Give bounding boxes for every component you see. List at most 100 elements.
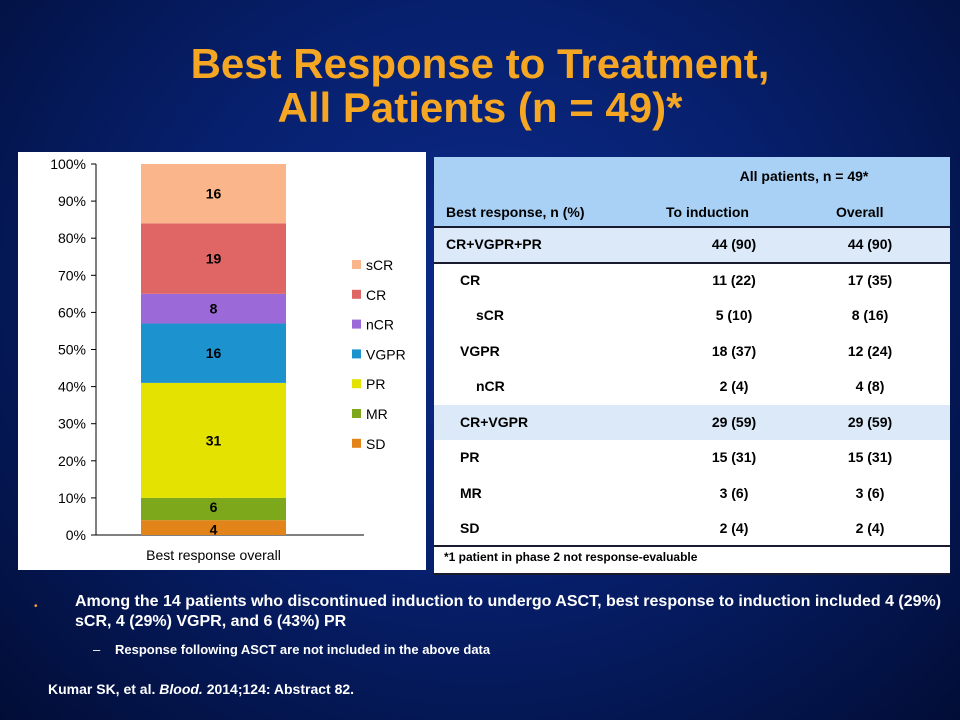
table-header: All patients, n = 49* Best response, n (… (434, 157, 950, 226)
legend-swatch-MR (352, 409, 361, 418)
stacked-bar-chart: 0% 10% 20% 30% 40% 50% 60% 70% 80% 90% 100% 4 6 31 16 8… (18, 152, 426, 570)
cell-induction: 11 (22) (712, 271, 756, 288)
bar-segment-MR (141, 497, 286, 521)
y-tick-label: 70% (58, 267, 86, 283)
data-label-VGPR: 16 (206, 345, 222, 361)
legend-label-sCR: sCR (366, 257, 393, 273)
cell-overall: 15 (31) (847, 449, 893, 465)
table-group-header: All patients, n = 49* (739, 168, 869, 184)
data-label-MR: 6 (210, 499, 218, 515)
legend-label-nCR: nCR (366, 317, 394, 333)
table-row: nCR 2 (4) 4 (8) (434, 369, 950, 404)
sub-bullet-text: Response following ASCT are not included… (115, 642, 491, 657)
cell-overall: 2 (4) (855, 520, 885, 536)
y-tick-label: 20% (58, 453, 86, 469)
data-label-CR: 19 (206, 251, 222, 267)
table-row: CR+VGPR+PR 44 (90) 44 (90) (434, 227, 950, 262)
citation-authors: Kumar SK, et al. (48, 681, 160, 697)
table-rule (434, 226, 950, 228)
data-label-PR: 31 (206, 432, 222, 448)
citation-journal: Blood. (159, 681, 203, 697)
table-row: CR 11 (22) 17 (35) (434, 263, 950, 298)
legend-swatch-sCR (352, 260, 361, 269)
bullet-text: Among the 14 patients who discontinued i… (75, 593, 942, 630)
title-line-1: Best Response to Treatment, (190, 40, 770, 87)
bar-segment-VGPR (141, 323, 286, 383)
y-tick-label: 0% (66, 527, 86, 543)
data-label-sCR: 16 (206, 186, 222, 202)
y-tick-label: 30% (58, 416, 86, 432)
y-tick-label: 60% (58, 304, 86, 320)
y-tick-label: 80% (58, 230, 86, 246)
cell-overall: 4 (8) (855, 378, 885, 394)
row-label: CR+VGPR+PR (446, 236, 542, 252)
legend-label-MR: MR (366, 406, 388, 422)
response-table: All patients, n = 49* Best response, n (… (434, 157, 950, 575)
bar-segment-SD (141, 520, 286, 535)
cell-overall: 8 (16) (851, 307, 889, 323)
y-tick-label: 90% (58, 193, 86, 209)
title-line-2: All Patients (n = 49)* (277, 84, 683, 131)
row-label: PR (460, 449, 480, 465)
y-tick-label: 50% (58, 342, 86, 358)
cell-overall: 17 (35) (847, 271, 893, 288)
y-tick-label: 100% (50, 156, 86, 172)
bar-segment-nCR (141, 293, 286, 324)
citation: Kumar SK, et al. Blood. 2014;124: Abstra… (48, 681, 354, 697)
table-rule (434, 573, 950, 575)
y-tick-label: 40% (58, 379, 86, 395)
cell-induction: 3 (6) (719, 484, 749, 501)
cell-overall: 12 (24) (847, 342, 893, 359)
table-footnote: *1 patient in phase 2 not response-evalu… (444, 550, 698, 564)
legend-swatch-CR (352, 289, 361, 299)
y-tick-label: 10% (58, 490, 86, 506)
bar-segment-CR (141, 223, 286, 294)
row-label: MR (460, 484, 482, 501)
cell-induction: 2 (4) (719, 520, 749, 536)
legend-label-SD: SD (366, 436, 385, 452)
table-rule (434, 262, 950, 264)
citation-rest: 2014;124: Abstract 82. (202, 681, 355, 697)
legend-swatch-SD (352, 438, 361, 448)
col-header-response: Best response, n (%) (446, 204, 585, 220)
row-label: CR+VGPR (460, 413, 529, 430)
legend-label-VGPR: VGPR (366, 346, 406, 362)
table-row: MR 3 (6) 3 (6) (434, 476, 950, 511)
cell-overall: 29 (59) (847, 413, 893, 430)
cell-overall: 3 (6) (855, 484, 885, 501)
col-header-overall: Overall (836, 204, 884, 220)
row-label: CR (460, 271, 481, 288)
cell-induction: 18 (37) (711, 342, 757, 359)
table-row: sCR 5 (10) 8 (16) (434, 298, 950, 333)
legend-label-CR: CR (366, 287, 386, 303)
data-label-SD: 4 (210, 522, 218, 538)
table-row: PR 15 (31) 15 (31) (434, 440, 950, 475)
bullet-icon: • (34, 601, 38, 612)
legend-swatch-PR (352, 379, 361, 389)
table-row: CR+VGPR 29 (59) 29 (59) (434, 404, 950, 440)
cell-induction: 44 (90) (711, 236, 757, 252)
row-label: SD (460, 520, 480, 536)
cell-induction: 2 (4) (719, 378, 749, 394)
bar-segment-PR (141, 382, 286, 498)
table-rule (434, 545, 950, 547)
legend-swatch-VGPR (352, 349, 361, 359)
cell-induction: 29 (59) (711, 413, 757, 430)
slide-title: Best Response to Treatment, All Patients… (0, 42, 960, 130)
cell-overall: 44 (90) (847, 236, 893, 252)
row-label: VGPR (460, 342, 500, 359)
row-label: sCR (476, 307, 505, 323)
data-label-nCR: 8 (210, 301, 218, 317)
x-category-label: Best response overall (146, 547, 281, 563)
table-row: SD 2 (4) 2 (4) (434, 511, 950, 546)
bar-segment-sCR (141, 164, 286, 224)
col-header-induction: To induction (666, 204, 749, 220)
cell-induction: 5 (10) (715, 307, 753, 323)
chart-svg: 0%10%20%30%40%50%60%70%80%90%100%4631168… (50, 156, 406, 563)
row-label: nCR (476, 378, 505, 394)
legend-label-PR: PR (366, 376, 385, 392)
legend-swatch-nCR (352, 319, 361, 329)
table-row: VGPR 18 (37) 12 (24) (434, 334, 950, 369)
cell-induction: 15 (31) (711, 449, 757, 465)
dash-icon: – (93, 642, 101, 657)
